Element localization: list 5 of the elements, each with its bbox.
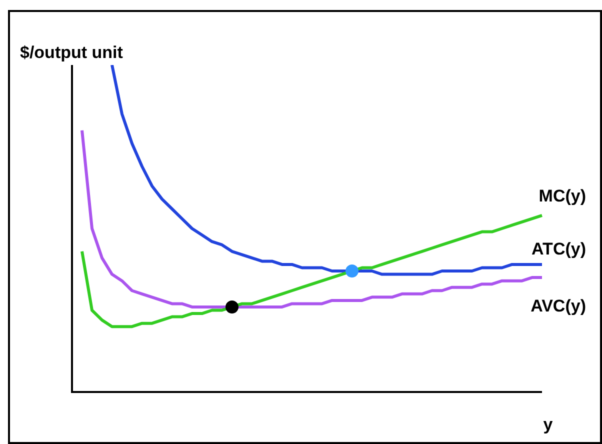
- series-label: AVC(y): [530, 296, 586, 316]
- series-label: ATC(y): [532, 239, 586, 258]
- series-label: MC(y): [538, 186, 586, 206]
- y-axis-title: $/output unit: [20, 43, 124, 62]
- x-axis-title: y: [543, 415, 554, 434]
